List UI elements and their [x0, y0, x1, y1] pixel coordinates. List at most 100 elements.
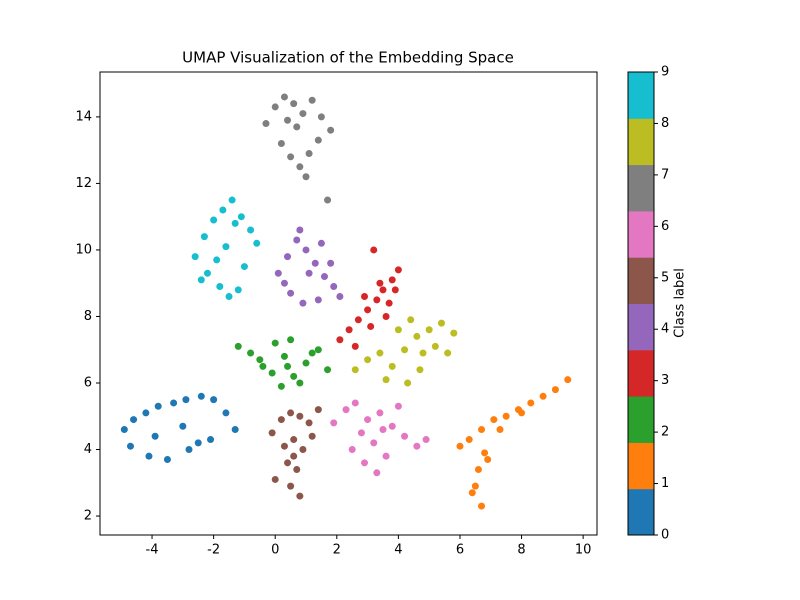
scatter-point [551, 386, 559, 394]
scatter-point [361, 459, 369, 467]
scatter-point [290, 436, 298, 444]
scatter-point [225, 293, 233, 301]
scatter-point [314, 406, 322, 414]
scatter-point [364, 356, 372, 364]
scatter-point [151, 432, 159, 440]
colorbar-tick-label: 8 [661, 116, 669, 131]
scatter-point [305, 149, 313, 157]
scatter-point [351, 366, 359, 374]
scatter-point [376, 279, 384, 287]
scatter-point [345, 326, 353, 334]
scatter-point [422, 436, 430, 444]
scatter-point [268, 429, 276, 437]
scatter-point [361, 293, 369, 301]
scatter-point [222, 243, 230, 251]
scatter-point [197, 392, 205, 400]
scatter-point [299, 110, 307, 118]
scatter-point [444, 349, 452, 357]
colorbar-tick-label: 5 [661, 270, 669, 285]
scatter-point [474, 465, 482, 473]
scatter-point [280, 279, 288, 287]
scatter-point [456, 442, 464, 450]
scatter-point [394, 402, 402, 410]
scatter-point [314, 346, 322, 354]
scatter-point [142, 409, 150, 417]
scatter-point [431, 342, 439, 350]
scatter-point [287, 153, 295, 161]
scatter-point [317, 239, 325, 247]
scatter-point [348, 446, 356, 454]
scatter-point [271, 475, 279, 483]
scatter-point [564, 376, 572, 384]
x-tick-label: 0 [271, 543, 279, 558]
scatter-point [287, 289, 295, 297]
colorbar-label: Class label [673, 268, 688, 338]
scatter-point [484, 455, 492, 463]
scatter-point [191, 253, 199, 261]
x-tick-label: 2 [333, 543, 341, 558]
scatter-point [126, 442, 134, 450]
x-tick-label: -4 [146, 543, 159, 558]
scatter-point [271, 103, 279, 111]
scatter-point [293, 465, 301, 473]
scatter-point [379, 426, 387, 434]
scatter-point [237, 213, 245, 221]
x-tick-label: 6 [456, 543, 464, 558]
scatter-point [228, 196, 236, 204]
scatter-point [290, 452, 298, 460]
scatter-point [382, 376, 390, 384]
scatter-point [145, 452, 153, 460]
colorbar-segment [628, 72, 654, 119]
scatter-point [210, 216, 218, 224]
scatter-point [342, 406, 350, 414]
scatter-point [394, 266, 402, 274]
scatter-point [296, 226, 304, 234]
scatter-point [284, 362, 292, 370]
scatter-point [320, 273, 328, 281]
scatter-point [490, 416, 498, 424]
scatter-point [336, 336, 344, 344]
colorbar-tick-label: 2 [661, 425, 669, 440]
scatter-point [407, 316, 415, 324]
scatter-point [247, 349, 255, 357]
scatter-point [327, 126, 335, 134]
scatter-point [287, 482, 295, 490]
scatter-point [231, 426, 239, 434]
y-tick-label: 6 [84, 375, 92, 390]
scatter-point [468, 489, 476, 497]
scatter-point [280, 442, 288, 450]
scatter-point [308, 349, 316, 357]
scatter-point [253, 239, 261, 247]
scatter-point [481, 449, 489, 457]
scatter-point [388, 362, 396, 370]
scatter-point [314, 136, 322, 144]
scatter-point [351, 342, 359, 350]
scatter-point [382, 312, 390, 320]
scatter-point [308, 96, 316, 104]
scatter-point [416, 366, 424, 374]
scatter-point [450, 329, 458, 337]
colorbar-segment [628, 210, 654, 258]
colorbar-segment [628, 396, 654, 443]
colorbar-tick-label: 4 [661, 322, 669, 337]
scatter-point [194, 439, 202, 447]
colorbar-segment [628, 164, 654, 212]
scatter-point [287, 409, 295, 417]
scatter-point [163, 455, 171, 463]
y-tick-label: 10 [75, 242, 92, 257]
scatter-point [284, 116, 292, 124]
scatter-point [299, 446, 307, 454]
scatter-point [471, 482, 479, 490]
plot-points [120, 93, 572, 510]
scatter-point [284, 459, 292, 467]
scatter-point [200, 233, 208, 241]
scatter-point [234, 342, 242, 350]
scatter-point [207, 436, 215, 444]
scatter-point [364, 416, 372, 424]
scatter-point [234, 286, 242, 294]
scatter-point [324, 196, 332, 204]
scatter-point [376, 349, 384, 357]
scatter-point [382, 452, 390, 460]
scatter-point [330, 283, 338, 291]
colorbar-segment [628, 488, 654, 536]
